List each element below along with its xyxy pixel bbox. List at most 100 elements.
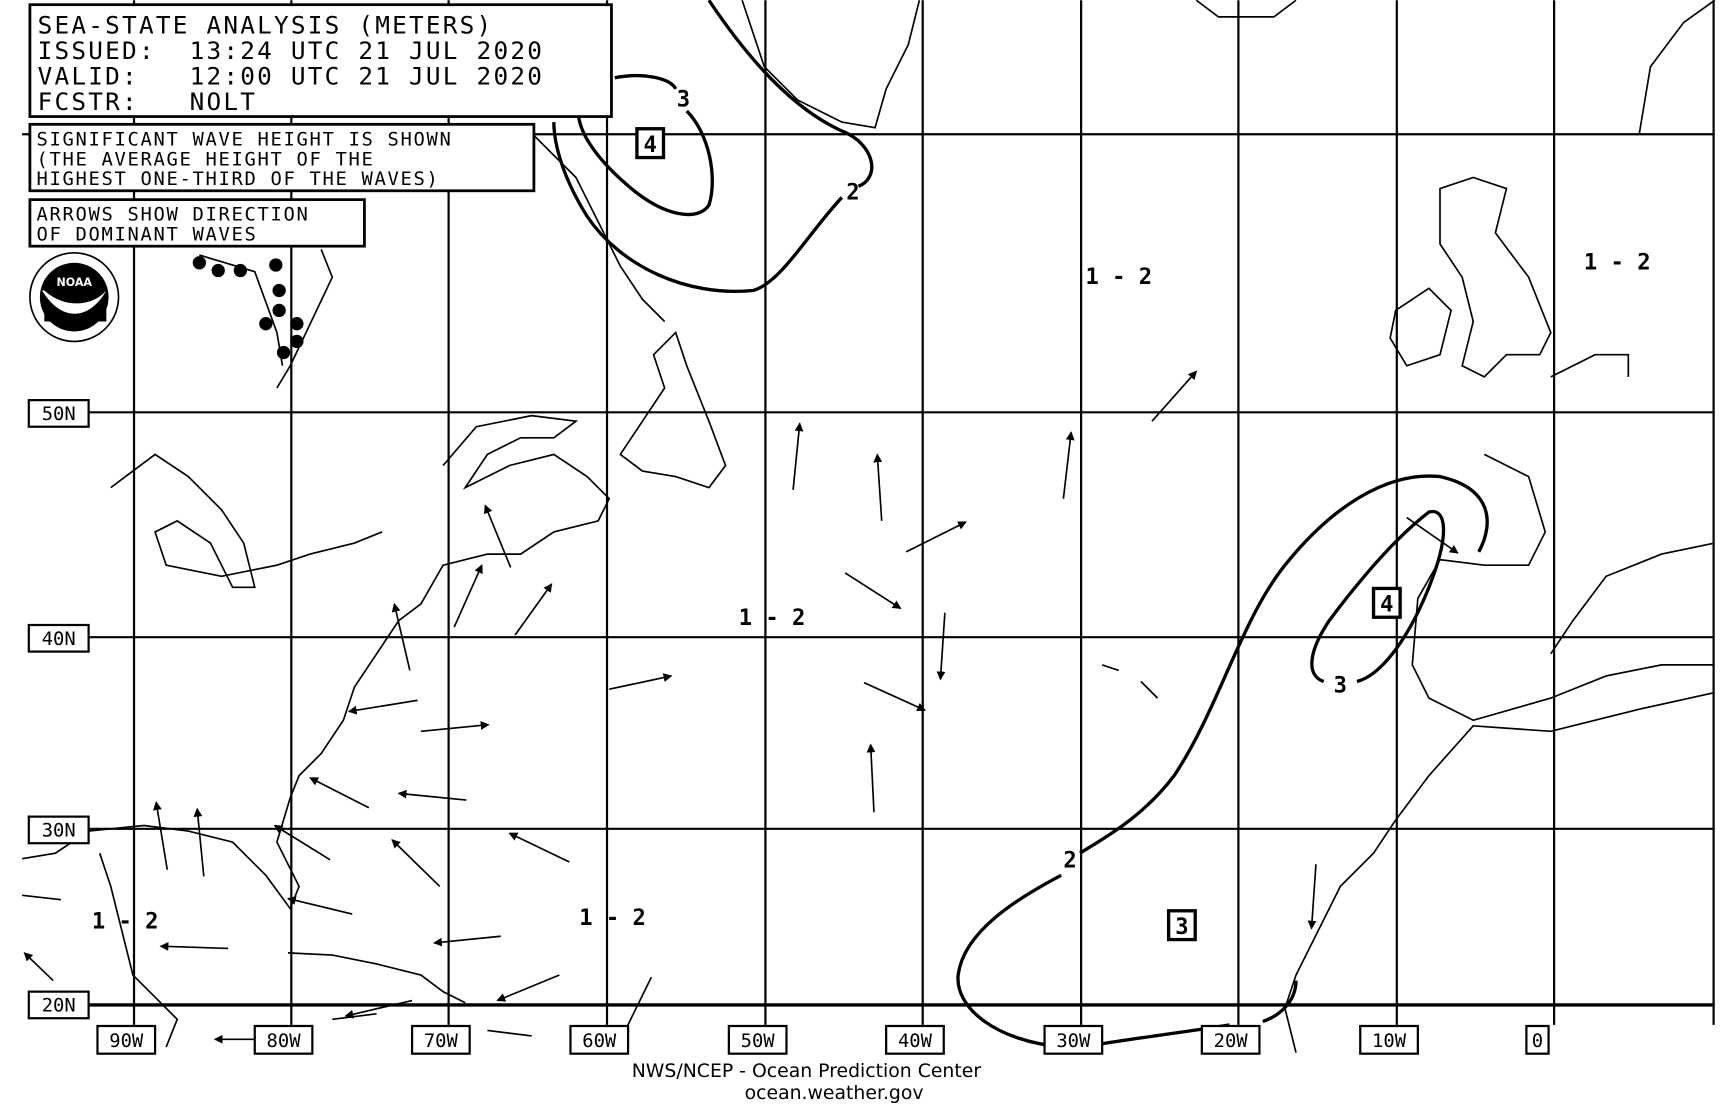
forecaster: FCSTR: NOLT: [38, 87, 257, 116]
contour-3-iberia: [1310, 509, 1446, 684]
coast-british-isles: [1389, 176, 1552, 378]
issued-time: ISSUED: 13:24 UTC 21 JUL 2020: [38, 36, 544, 65]
wave-direction-arrow: [609, 673, 673, 691]
wave-direction-arrow: [1406, 516, 1459, 554]
contour-labels: 1 - 2 1 - 2 1 - 2 1 - 2 1 - 2 3 2 2 3: [92, 87, 1651, 935]
wave-direction-arrows: [23, 370, 1459, 1044]
svg-text:80W: 80W: [267, 1031, 302, 1052]
wave-height-contours: [552, 0, 1489, 1049]
range-label: 1 - 2: [579, 905, 646, 931]
wave-direction-arrow: [1307, 864, 1317, 930]
header-box: SEA-STATE ANALYSIS (METERS) ISSUED: 13:2…: [28, 3, 613, 118]
svg-text:30N: 30N: [42, 821, 76, 842]
valid-time: VALID: 12:00 UTC 21 JUL 2020: [38, 61, 544, 90]
coast-iceland: [1195, 0, 1297, 18]
wave-height-note: SIGNIFICANT WAVE HEIGHT IS SHOWN (THE AV…: [28, 122, 536, 193]
wave-direction-arrow: [905, 521, 967, 553]
wave-direction-arrow: [309, 777, 370, 809]
svg-text:30W: 30W: [1056, 1031, 1091, 1052]
great-lakes: [110, 453, 383, 589]
wave-direction-arrow: [453, 564, 483, 628]
svg-text:10W: 10W: [1372, 1031, 1407, 1052]
range-label: 1 - 2: [1584, 249, 1651, 275]
latitude-labels: 50N 40N 30N 20N: [27, 399, 90, 1020]
contour-value-label: 3: [677, 87, 690, 113]
wave-direction-arrow: [1151, 370, 1198, 422]
lat-40n: 40N: [27, 623, 90, 653]
range-label: 1 - 2: [1085, 264, 1152, 290]
wave-direction-arrow: [936, 612, 946, 681]
svg-text:50W: 50W: [741, 1031, 776, 1052]
svg-text:70W: 70W: [424, 1031, 459, 1052]
noaa-logo: NOAA: [29, 251, 120, 343]
coast-cuba: [287, 952, 532, 1037]
chart-title: SEA-STATE ANALYSIS (METERS): [38, 10, 494, 39]
wave-direction-arrow: [159, 942, 229, 951]
coast-newfoundland: [619, 331, 727, 489]
note-line: HIGHEST ONE-THIRD OF THE WAVES): [37, 169, 440, 190]
footer-url[interactable]: ocean.weather.gov: [745, 1083, 924, 1104]
lon-label: 0: [1525, 1024, 1550, 1055]
contour-3-north: [576, 74, 714, 217]
wave-direction-arrow: [866, 743, 876, 813]
coast-azores: [1101, 664, 1159, 699]
coast-africa: [1284, 691, 1715, 1053]
wave-direction-arrow: [153, 801, 169, 870]
max-iberia: 4: [1380, 592, 1393, 618]
wave-direction-arrow: [433, 935, 501, 947]
contour-value-label: 2: [1063, 848, 1076, 874]
lat-50n: 50N: [27, 399, 90, 428]
wave-direction-arrow: [873, 453, 883, 521]
svg-text:20N: 20N: [42, 996, 76, 1017]
lon-label: 80W: [253, 1024, 314, 1055]
maxima-labels: 4 4 3: [635, 127, 1402, 942]
svg-text:20W: 20W: [1214, 1031, 1249, 1052]
wave-direction-arrow: [420, 721, 490, 733]
longitude-labels: 90W 80W 70W 60W 50W 40W 30W 20W 10W 0: [96, 1024, 1550, 1055]
lon-label: 30W: [1043, 1024, 1104, 1055]
svg-text:50N: 50N: [42, 404, 76, 425]
coast-labrador: [531, 132, 666, 323]
coastlines: [22, 0, 1716, 1053]
lon-label: 10W: [1359, 1024, 1419, 1055]
wave-direction-arrow: [344, 999, 413, 1019]
wave-direction-arrow: [792, 422, 804, 490]
range-label: 1 - 2: [739, 605, 806, 631]
range-label: 1 - 2: [92, 909, 159, 935]
svg-text:0: 0: [1532, 1031, 1543, 1052]
wave-direction-arrow: [23, 952, 54, 982]
wave-direction-arrow: [508, 832, 570, 863]
coast-gulf-mexico: [22, 852, 179, 1048]
wave-direction-arrow: [391, 839, 441, 888]
storm-track-dots: [192, 256, 304, 360]
max-north: 4: [644, 132, 657, 158]
note-line: SIGNIFICANT WAVE HEIGHT IS SHOWN: [37, 129, 453, 150]
wave-direction-arrow: [193, 807, 205, 877]
wave-direction-arrow: [286, 896, 353, 915]
wave-direction-arrow: [496, 974, 560, 1002]
wave-direction-arrow: [1062, 431, 1075, 499]
wave-direction-arrow: [484, 504, 512, 568]
wave-direction-arrow: [844, 572, 902, 610]
lon-label: 70W: [410, 1024, 471, 1055]
coast-greenland: [741, 0, 921, 129]
contour-value-label: 2: [846, 180, 859, 206]
contour-2-north: [552, 0, 874, 293]
wave-direction-arrow: [347, 699, 418, 715]
arrows-note: ARROWS SHOW DIRECTION OF DOMINANT WAVES: [28, 198, 366, 248]
svg-text:60W: 60W: [582, 1031, 617, 1052]
lon-label: 20W: [1200, 1024, 1261, 1055]
coast-scandinavia: [1550, 0, 1716, 378]
lat-30n: 30N: [27, 815, 90, 845]
wave-direction-arrow: [514, 583, 553, 636]
lon-label: 50W: [727, 1024, 788, 1055]
svg-text:40N: 40N: [42, 629, 76, 650]
max-south: 3: [1175, 914, 1188, 940]
note-line: ARROWS SHOW DIRECTION: [37, 205, 310, 226]
logo-text: NOAA: [56, 276, 92, 289]
wave-direction-arrow: [397, 789, 467, 801]
svg-text:90W: 90W: [109, 1031, 144, 1052]
lon-label: 90W: [96, 1024, 157, 1055]
note-line: OF DOMINANT WAVES: [37, 225, 258, 246]
